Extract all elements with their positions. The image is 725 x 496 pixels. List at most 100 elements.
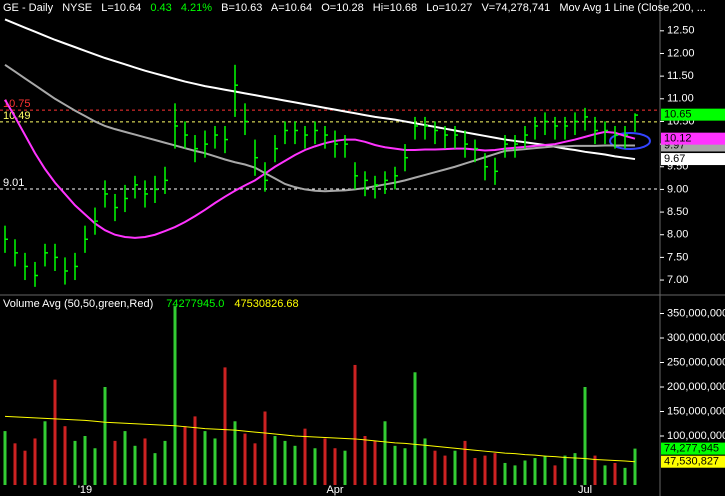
volume-bar xyxy=(343,450,347,485)
open: O=10.28 xyxy=(321,2,364,14)
volume-bar xyxy=(253,443,257,485)
ask: A=10.64 xyxy=(270,2,313,14)
volume-bar xyxy=(613,462,617,485)
volume-average xyxy=(4,415,636,463)
moving-average xyxy=(4,18,636,161)
volume-bar xyxy=(623,467,627,485)
volume-bar xyxy=(163,440,167,485)
volume-bar xyxy=(53,379,57,485)
reference-label: 10.49 xyxy=(3,110,31,122)
volume-bar xyxy=(203,431,207,485)
volume-bar xyxy=(313,448,317,485)
y-tick-label: 100,000,000 xyxy=(667,430,725,442)
volume-bar xyxy=(503,462,507,485)
volume-bar xyxy=(33,438,37,485)
price-tag xyxy=(661,153,725,166)
volume-bar xyxy=(593,455,597,485)
legend-value: 47530826.68 xyxy=(234,298,299,310)
volume-bar xyxy=(103,386,107,485)
y-tick-label: 350,000,000 xyxy=(667,307,725,319)
volume-bar xyxy=(83,435,87,485)
volume-bar xyxy=(443,455,447,485)
moving-average xyxy=(4,63,635,193)
y-tick-label: 11.50 xyxy=(667,70,694,82)
volume-bar xyxy=(453,450,457,485)
volume-bar xyxy=(363,435,367,485)
volume-bar xyxy=(553,465,557,485)
volume-bar xyxy=(143,438,147,485)
symbol: GE - Daily xyxy=(3,2,54,14)
volume-tag xyxy=(661,442,725,455)
x-tick-label: Apr xyxy=(326,484,343,496)
y-tick-label: 12.50 xyxy=(667,25,695,37)
volume-legend: Volume Avg (50,50,green,Red) 74277945.0 4… xyxy=(3,298,309,310)
volume-bar xyxy=(93,448,97,485)
volume-bar xyxy=(603,465,607,485)
volume-bar xyxy=(433,450,437,485)
volume-tag xyxy=(661,455,725,468)
volume-bar xyxy=(383,421,387,485)
volume-tag-label: 47,530,827 xyxy=(664,456,719,468)
y-tick-label: 12.00 xyxy=(667,47,695,59)
price-tag xyxy=(661,132,725,145)
exchange: NYSE xyxy=(62,2,93,14)
volume-bar xyxy=(633,448,637,485)
header: GE - Daily NYSE L=10.64 0.43 4.21% B=10.… xyxy=(3,2,712,14)
moving-average xyxy=(4,99,636,239)
volume-bar xyxy=(243,433,247,485)
volume-bar xyxy=(23,450,27,485)
volume-bar xyxy=(333,448,337,485)
volume-bar xyxy=(213,438,217,485)
volume-bar xyxy=(303,428,307,485)
volume-bar xyxy=(563,455,567,485)
volume-bar xyxy=(513,465,517,485)
y-tick-label: 300,000,000 xyxy=(667,332,725,344)
x-tick-label: Jul xyxy=(578,484,592,496)
volume-bar xyxy=(413,372,417,485)
volume-bar xyxy=(373,440,377,485)
volume-bar xyxy=(483,455,487,485)
volume-bar xyxy=(233,421,237,485)
highlight-ellipse xyxy=(609,132,651,150)
volume-title: Volume Avg (50,50,green,Red) xyxy=(3,298,154,310)
volume: V=74,278,741 xyxy=(481,2,551,14)
y-tick-label: 9.00 xyxy=(667,183,688,195)
volume-bar xyxy=(473,458,477,485)
volume-bar xyxy=(43,421,47,485)
volume-bar xyxy=(183,426,187,485)
legend-value: 74277945.0 xyxy=(166,298,225,310)
volume-bar xyxy=(283,440,287,485)
y-tick-label: 8.50 xyxy=(667,206,688,218)
volume-bar xyxy=(63,426,67,485)
volume-bar xyxy=(293,445,297,485)
y-tick-label: 250,000,000 xyxy=(667,356,725,368)
y-tick-label: 7.00 xyxy=(667,274,688,286)
volume-bar xyxy=(423,438,427,485)
volume-tag-label: 74,277,945 xyxy=(664,443,719,455)
volume-bar xyxy=(113,440,117,485)
y-tick-label: 200,000,000 xyxy=(667,381,725,393)
volume-bar xyxy=(153,453,157,485)
change: 0.43 xyxy=(150,2,172,14)
volume-bar xyxy=(323,438,327,485)
volume-bar xyxy=(263,411,267,485)
study: Mov Avg 1 Line (Close,200, ... xyxy=(559,2,706,14)
volume-bar xyxy=(573,453,577,485)
low: Lo=10.27 xyxy=(426,2,473,14)
volume-bar xyxy=(533,458,537,485)
volume-bar xyxy=(193,416,197,485)
volume-bar xyxy=(173,306,177,485)
y-tick-label: 7.50 xyxy=(667,251,688,263)
x-tick-label: '19 xyxy=(78,484,92,496)
volume-bar xyxy=(463,440,467,485)
high: Hi=10.68 xyxy=(372,2,418,14)
last: L=10.64 xyxy=(101,2,142,14)
volume-bar xyxy=(73,440,77,485)
y-tick-label: 8.00 xyxy=(667,229,688,241)
price-tag xyxy=(661,108,725,121)
volume-bar xyxy=(493,453,497,485)
y-tick-label: 150,000,000 xyxy=(667,405,725,417)
percent: 4.21% xyxy=(180,2,213,14)
